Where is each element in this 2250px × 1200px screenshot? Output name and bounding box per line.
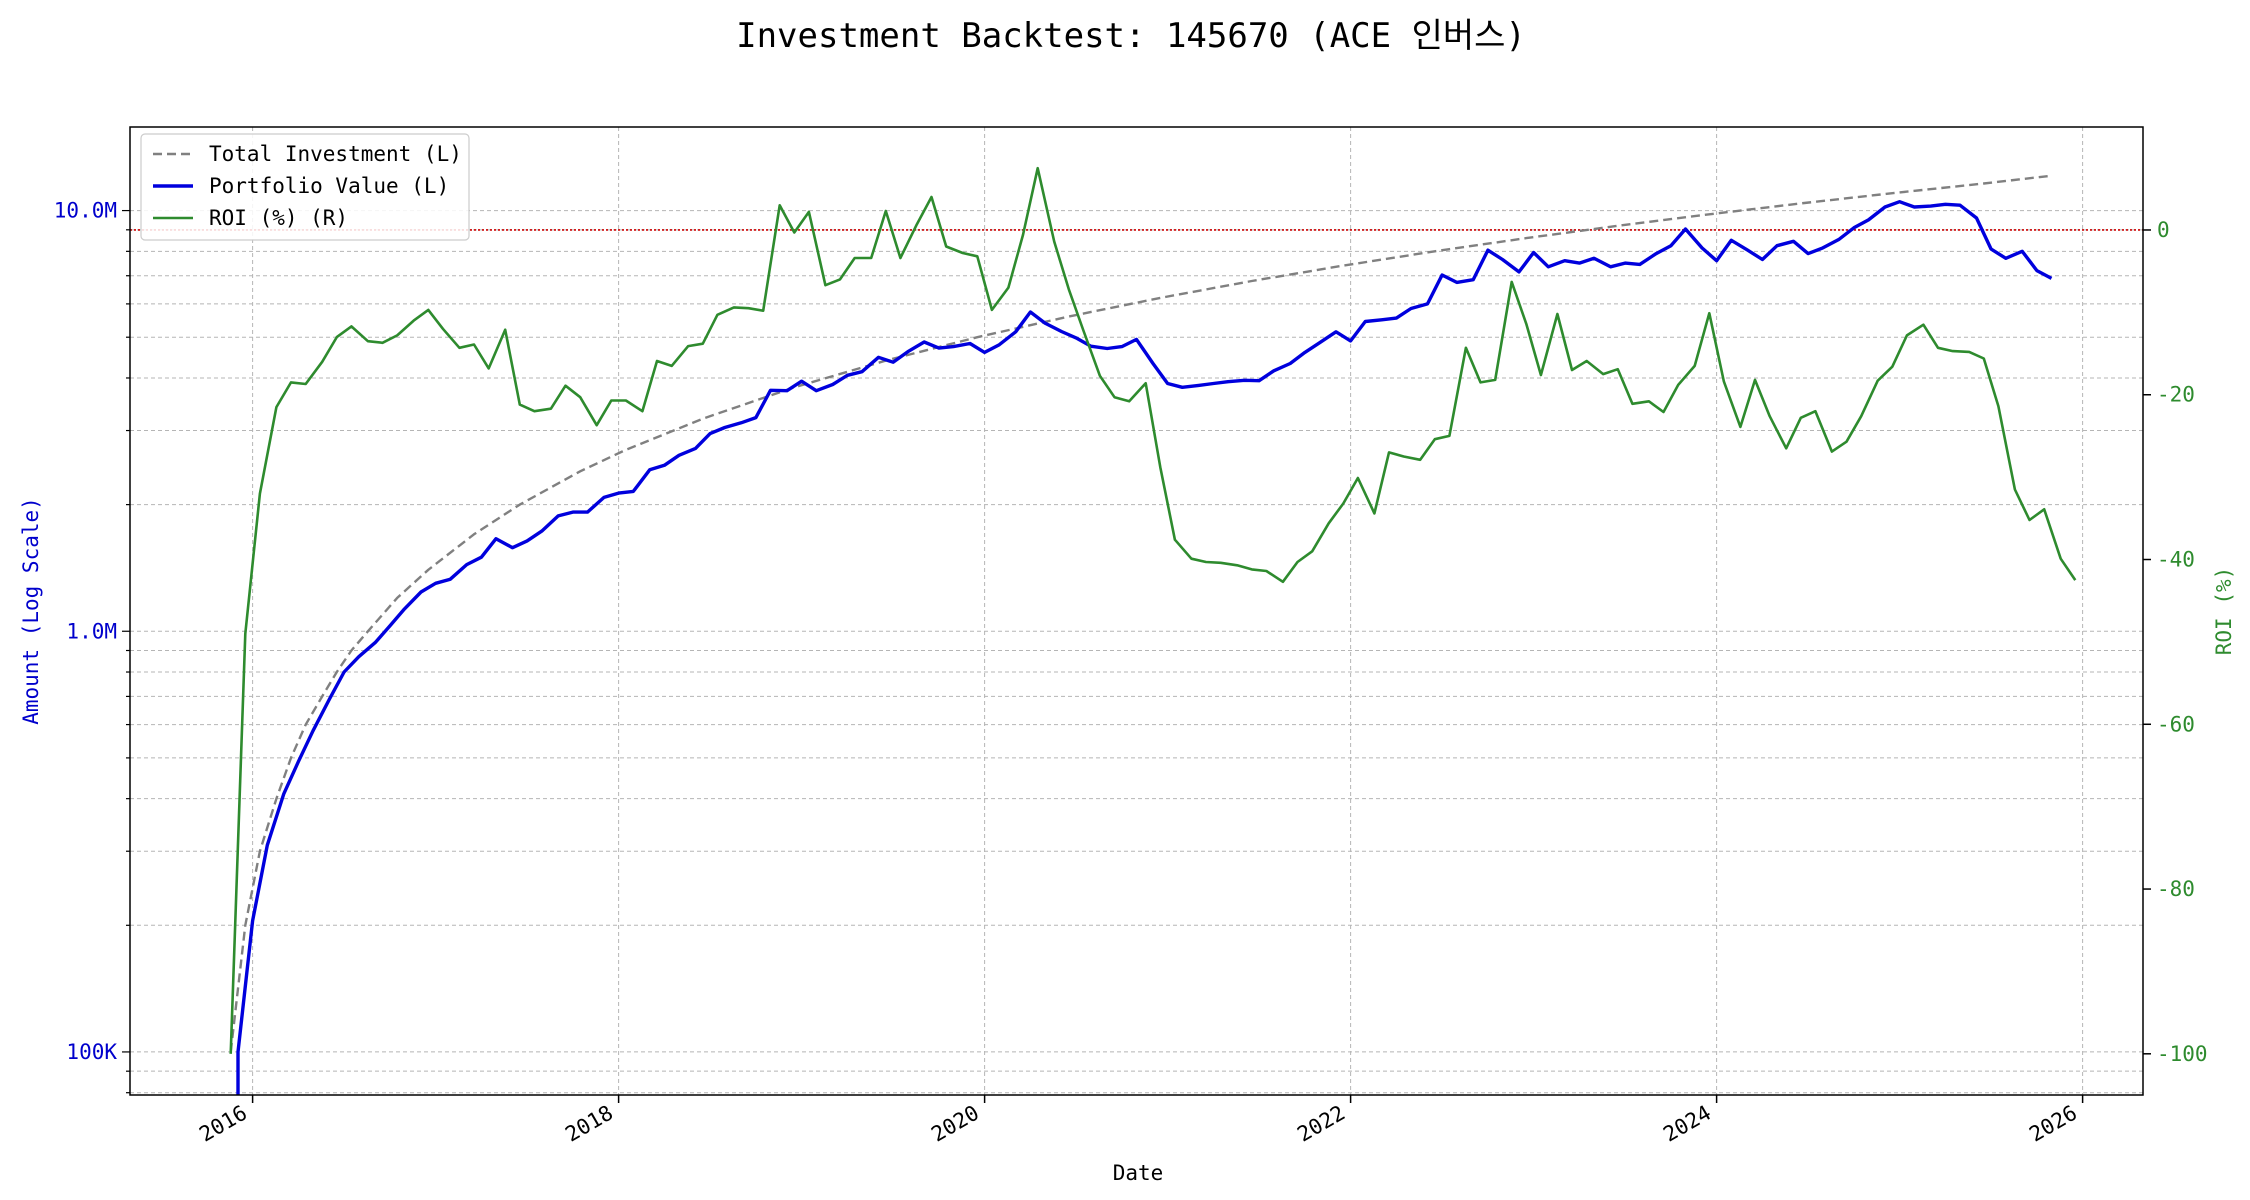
roi-line [229,166,2077,1054]
legend-entry-roi: ROI (%) (R) [153,206,348,230]
y-left-axis-label: Amount (Log Scale) [19,497,43,725]
y-right-axis-label: ROI (%) [2212,567,2236,656]
y-right-tick-label: -100 [2157,1042,2208,1066]
y-left-tick-label: 100K [66,1040,117,1064]
series-layer [229,166,2077,1095]
y-right-tick-label: -60 [2157,712,2195,736]
y-right-tick-label: -40 [2157,548,2195,572]
legend-label: Portfolio Value (L) [209,174,449,198]
x-tick-label: 2022 [1293,1101,1349,1147]
x-axis: 2016 2018 2020 2022 2024 2026 [195,1095,2084,1147]
x-tick-label: 2024 [1659,1101,1715,1147]
legend-box [140,133,470,241]
legend-entries: Total Investment (L) Portfolio Value (L) R… [153,142,462,230]
y-left-tick-label: 10.0M [54,199,117,223]
legend-entry-portfolio-value: Portfolio Value (L) [153,174,449,198]
legend-label: ROI (%) (R) [209,206,348,230]
portfolio-value-line [236,199,2053,1095]
x-axis-label: Date [1113,1161,1164,1185]
y-right-tick-label: 0 [2157,218,2170,242]
y-right-tick-label: -20 [2157,383,2195,407]
x-tick-label: 2026 [2025,1101,2081,1147]
x-tick-label: 2016 [195,1101,251,1147]
total-investment-line [229,174,2052,1053]
chart-title: Investment Backtest: 145670 (ACE 인버스) [736,16,1526,56]
legend: Total Investment (L) Portfolio Value (L) R… [140,133,470,241]
legend-entry-total-investment: Total Investment (L) [153,142,462,166]
legend-label: Total Investment (L) [209,142,462,166]
plot-frame [129,126,2144,1096]
y-left-tick-label: 1.0M [66,619,117,643]
grid [130,127,2143,1095]
y-right-tick-label: -80 [2157,877,2195,901]
y-left-axis: 100K 1.0M 10.0M [54,199,130,1094]
x-tick-label: 2018 [561,1101,617,1147]
y-right-axis: 0 -20 -40 -60 -80 -100 [2143,218,2208,1066]
x-tick-label: 2020 [927,1101,983,1147]
